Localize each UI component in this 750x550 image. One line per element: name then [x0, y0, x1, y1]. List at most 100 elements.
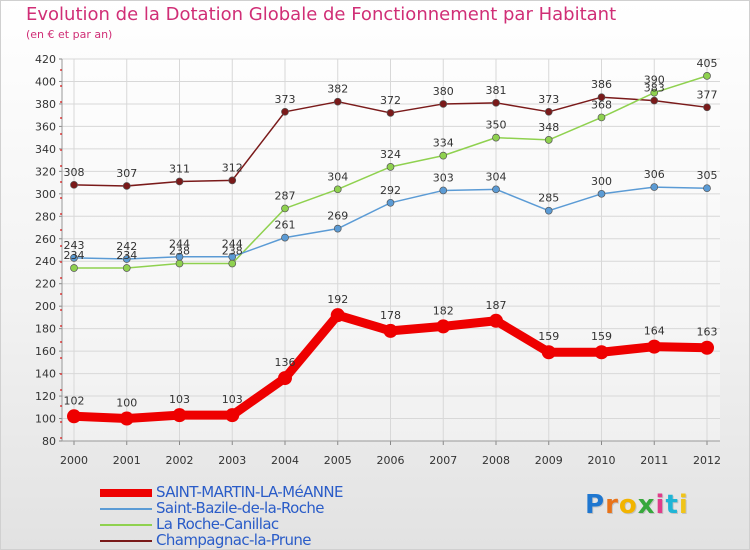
- y-tick-label: 200: [35, 300, 56, 313]
- logo-letter: t: [665, 490, 679, 520]
- y-tick-label: 380: [35, 98, 56, 111]
- data-label: 178: [380, 309, 401, 322]
- legend-swatch: [100, 508, 152, 510]
- data-label: 306: [644, 168, 665, 181]
- y-tick-label: 140: [35, 368, 56, 381]
- legend-item: Champagnac-la-Prune: [100, 531, 420, 550]
- data-point: [541, 345, 556, 360]
- y-tick-label: 320: [35, 165, 56, 178]
- data-label: 377: [697, 88, 718, 101]
- data-point: [119, 411, 134, 426]
- data-point: [70, 180, 78, 189]
- data-label: 386: [591, 78, 612, 91]
- data-point: [439, 186, 448, 195]
- y-tick-label: 400: [35, 75, 56, 88]
- data-point: [597, 189, 606, 198]
- y-tick-label: 100: [35, 413, 56, 426]
- data-label: 390: [644, 74, 665, 87]
- x-tick-label: 2012: [693, 454, 721, 467]
- data-label: 103: [222, 393, 243, 406]
- data-point: [492, 185, 500, 194]
- data-point: [330, 308, 345, 323]
- data-point: [650, 183, 659, 191]
- data-point: [544, 107, 553, 116]
- data-point: [439, 151, 448, 160]
- data-point: [175, 259, 184, 268]
- data-label: 163: [697, 326, 718, 339]
- x-tick-label: 2010: [588, 454, 616, 467]
- data-point: [333, 97, 342, 106]
- data-label: 304: [486, 170, 507, 183]
- x-tick-label: 2003: [218, 454, 246, 467]
- data-label: 311: [169, 162, 190, 175]
- data-point: [439, 100, 448, 108]
- data-label: 159: [591, 330, 612, 343]
- logo-letter: o: [618, 490, 638, 520]
- data-label: 350: [486, 119, 507, 132]
- data-point: [386, 163, 395, 171]
- data-label: 307: [116, 167, 137, 180]
- x-tick-label: 2006: [377, 454, 405, 467]
- x-tick-label: 2007: [429, 454, 457, 467]
- data-point: [225, 408, 240, 423]
- data-label: 300: [591, 175, 612, 188]
- data-point: [122, 255, 131, 263]
- logo-letter: r: [605, 490, 619, 520]
- data-point: [489, 313, 503, 328]
- data-label: 103: [169, 393, 190, 406]
- y-tick-label: 340: [35, 143, 56, 156]
- data-label: 285: [538, 192, 559, 205]
- data-point: [281, 204, 289, 213]
- data-point: [544, 136, 553, 144]
- legend-swatch: [100, 489, 152, 497]
- data-label: 261: [275, 219, 296, 232]
- y-tick-label: 280: [35, 210, 56, 223]
- data-point: [228, 259, 237, 268]
- legend-label: La Roche-Canillac: [156, 515, 279, 533]
- data-label: 244: [222, 238, 243, 251]
- data-label: 242: [116, 240, 137, 253]
- x-tick-label: 2011: [640, 454, 668, 467]
- y-tick-label: 160: [35, 345, 56, 358]
- y-tick-label: 300: [35, 188, 56, 201]
- axis-layer: 80 100 120 140 160 180 200 220 240 260 280 300 320 34…: [35, 53, 721, 467]
- data-point: [67, 409, 81, 424]
- data-label: 136: [275, 356, 296, 369]
- legend-label: Saint-Bazile-de-la-Roche: [156, 499, 325, 517]
- data-point: [122, 182, 131, 190]
- data-label: 243: [64, 239, 85, 252]
- data-label: 159: [538, 330, 559, 343]
- x-tick-label: 2005: [324, 454, 352, 467]
- y-tick-label: 80: [42, 435, 56, 448]
- data-point: [544, 206, 553, 215]
- data-point: [278, 371, 292, 386]
- y-tick-label: 260: [35, 233, 56, 246]
- chart-title: Evolution de la Dotation Globale de Fonc…: [26, 4, 617, 25]
- data-label: 380: [433, 85, 454, 98]
- data-point: [594, 345, 609, 360]
- data-point: [333, 224, 342, 233]
- data-point: [386, 109, 395, 117]
- data-label: 303: [433, 171, 454, 184]
- data-point: [383, 323, 398, 338]
- data-point: [175, 252, 184, 261]
- data-label: 164: [644, 325, 665, 338]
- data-label: 308: [64, 166, 85, 179]
- data-point: [703, 184, 711, 193]
- data-label: 192: [327, 293, 348, 306]
- data-label: 382: [327, 83, 348, 96]
- data-label: 238: [222, 244, 243, 257]
- logo-letter: x: [637, 490, 656, 520]
- data-label: 405: [697, 57, 718, 70]
- data-point: [386, 198, 395, 207]
- legend-item: Saint-Bazile-de-la-Roche: [100, 499, 420, 518]
- logo-letter: i: [678, 490, 689, 520]
- x-tick-label: 2001: [113, 454, 141, 467]
- data-point: [492, 133, 500, 142]
- data-label: 292: [380, 184, 401, 197]
- data-point: [700, 340, 714, 355]
- data-point: [172, 408, 187, 423]
- data-label: 372: [380, 94, 401, 107]
- data-label: 244: [169, 238, 190, 251]
